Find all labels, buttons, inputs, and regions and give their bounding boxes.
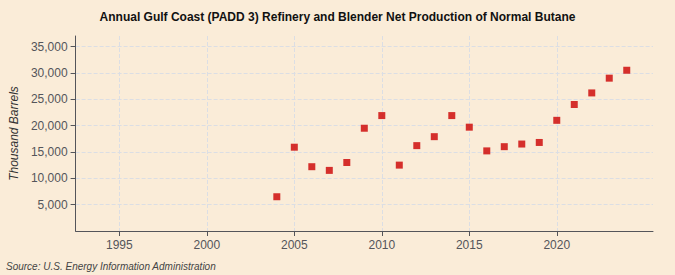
svg-text:Annual Gulf Coast (PADD 3) Ref: Annual Gulf Coast (PADD 3) Refinery and …	[100, 10, 576, 24]
svg-text:30,000: 30,000	[31, 66, 68, 80]
svg-text:2000: 2000	[193, 238, 220, 252]
svg-text:15,000: 15,000	[31, 145, 68, 159]
svg-text:25,000: 25,000	[31, 92, 68, 106]
svg-text:5,000: 5,000	[38, 198, 68, 212]
svg-text:20,000: 20,000	[31, 119, 68, 133]
svg-text:10,000: 10,000	[31, 171, 68, 185]
svg-text:2015: 2015	[456, 238, 483, 252]
svg-text:1995: 1995	[106, 238, 133, 252]
svg-text:35,000: 35,000	[31, 40, 68, 54]
svg-text:2020: 2020	[543, 238, 570, 252]
svg-text:2005: 2005	[281, 238, 308, 252]
svg-text:Source: U.S. Energy Informatio: Source: U.S. Energy Information Administ…	[6, 261, 216, 272]
svg-text:Thousand Barrels: Thousand Barrels	[7, 86, 21, 181]
svg-text:2010: 2010	[368, 238, 395, 252]
